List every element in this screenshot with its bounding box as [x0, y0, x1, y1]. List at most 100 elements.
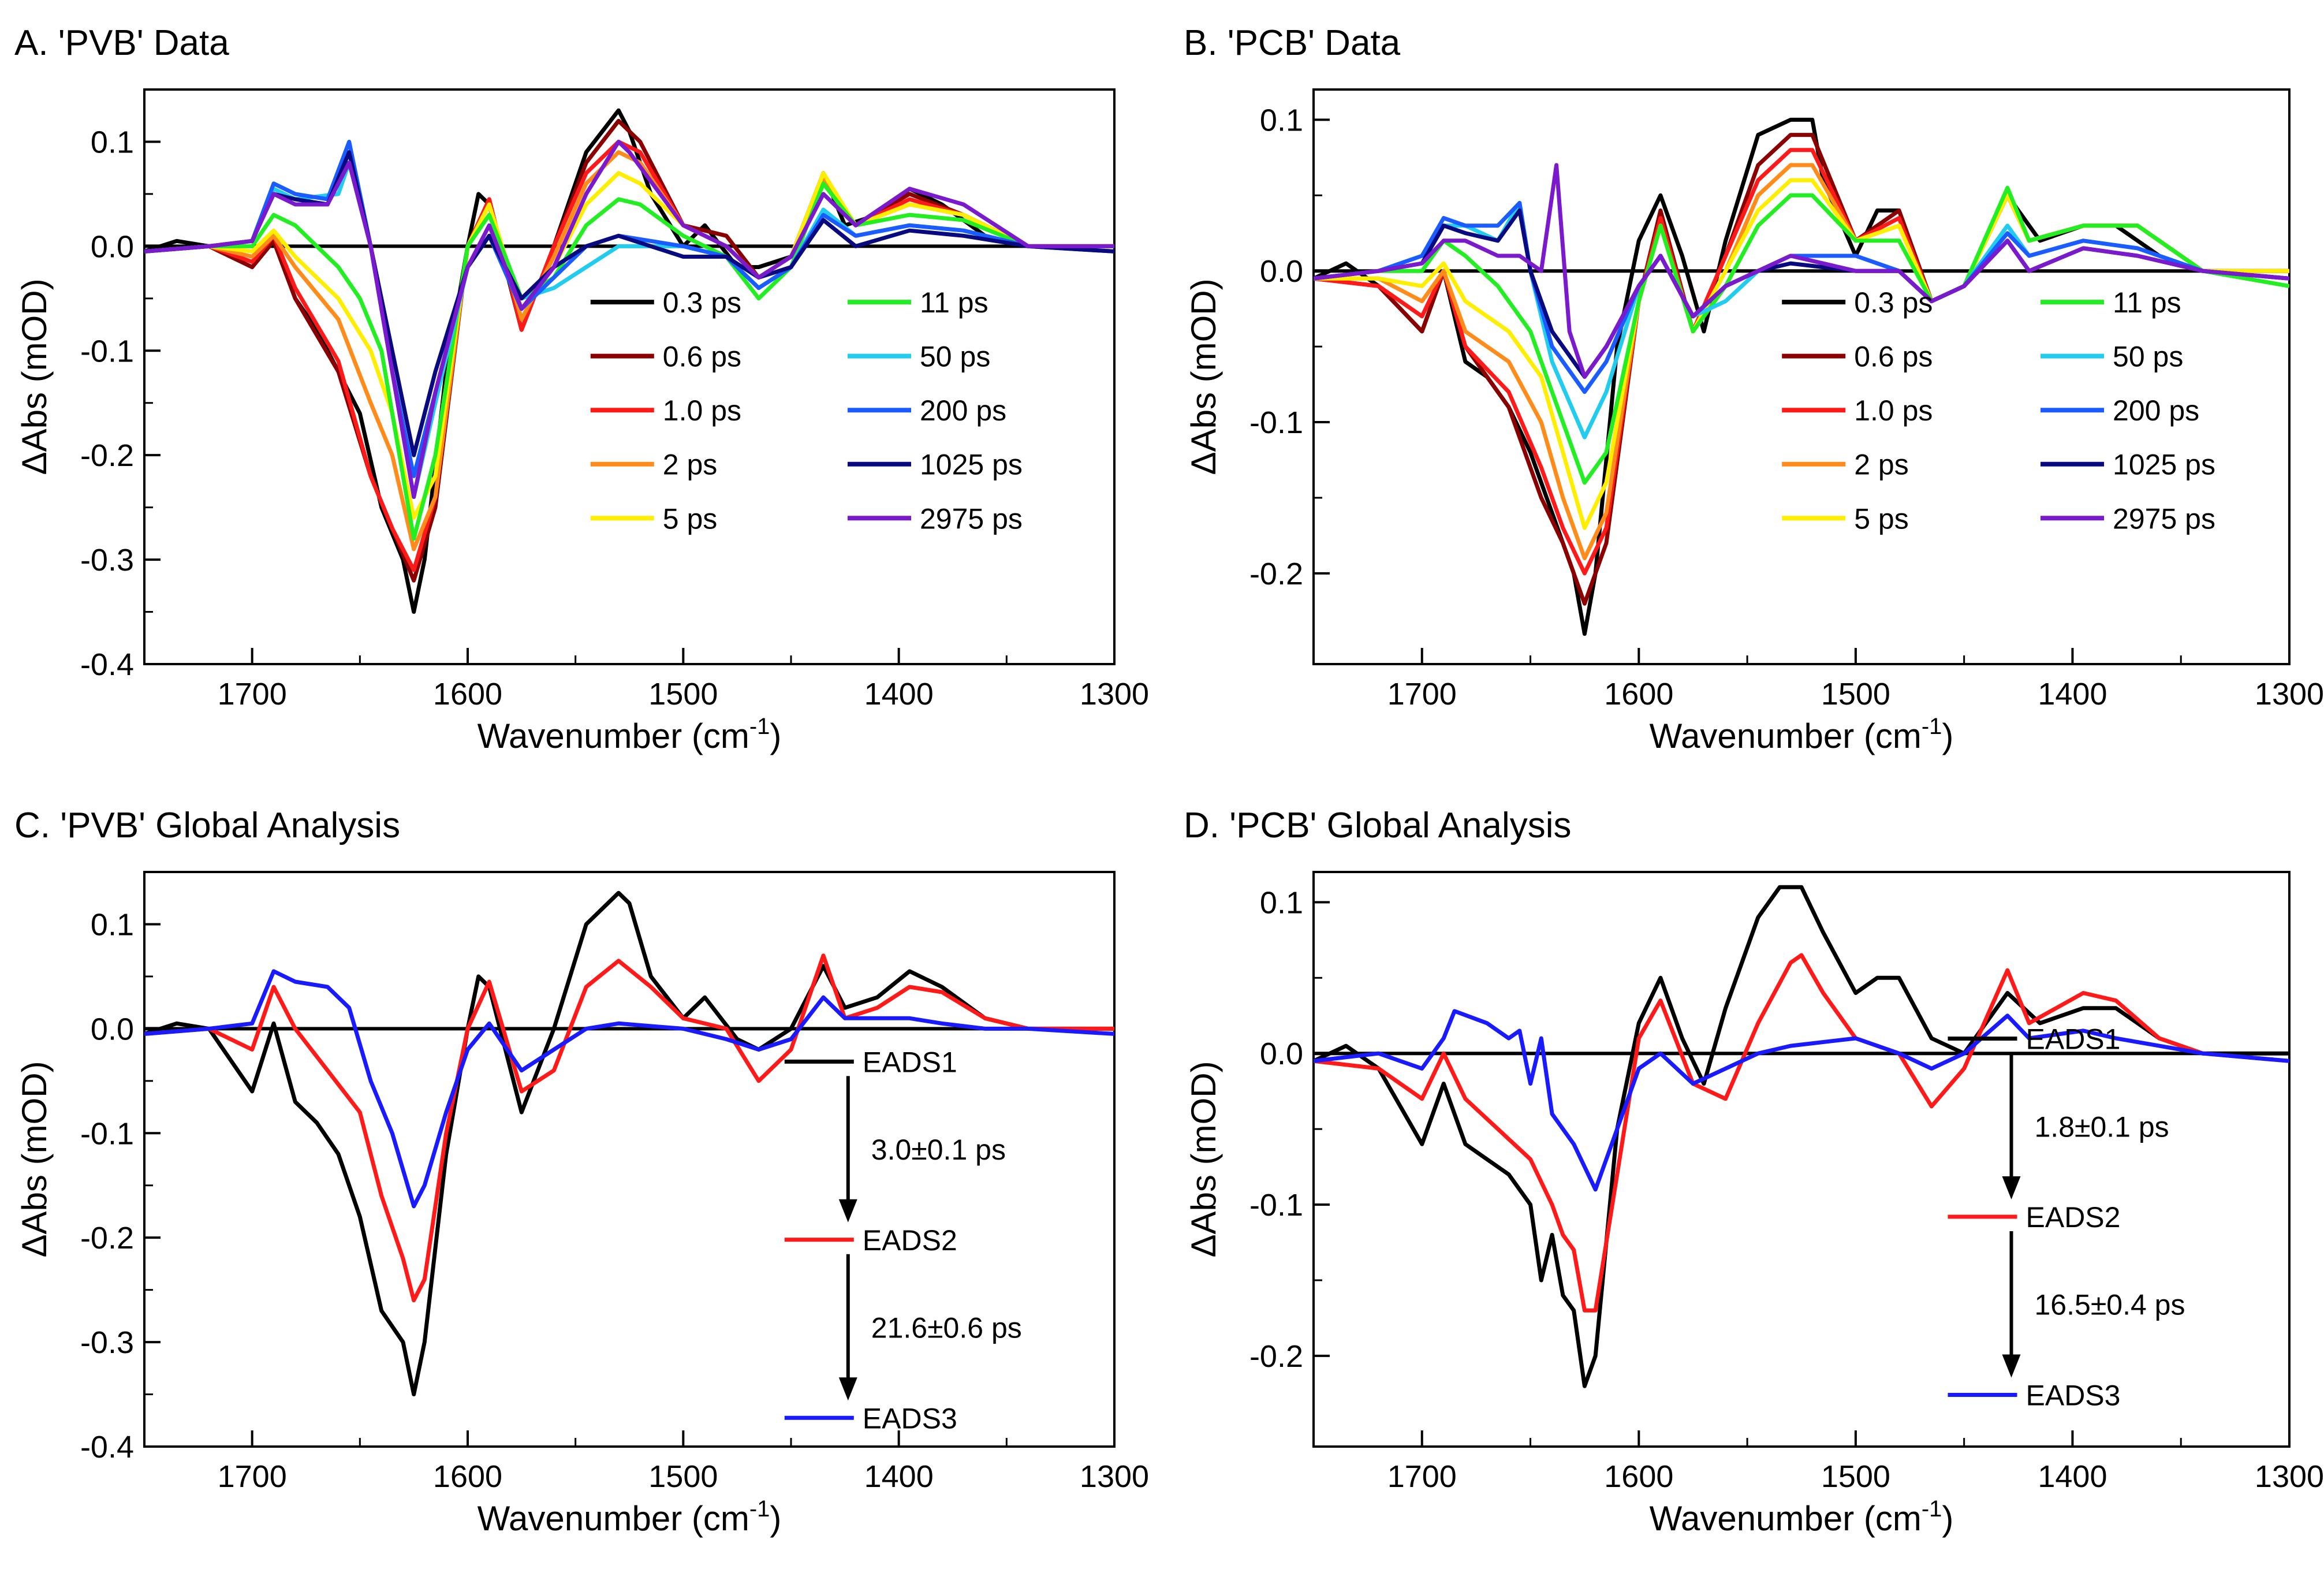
lifetime-annotation: 3.0±0.1 ps: [871, 1134, 1006, 1166]
series-line-EADS2: [144, 953, 1114, 1303]
x-axis-label: Wavenumber (cm-1): [1650, 714, 1954, 755]
legend: EADS1 3.0±0.1 ps EADS2 21.6±0.6 ps EADS3: [784, 1046, 1022, 1434]
legend-label: EADS3: [863, 1402, 957, 1434]
x-tick-label: 1600: [433, 677, 502, 711]
panel-title: B. 'PCB' Data: [1184, 23, 1401, 63]
x-tick-label: 1300: [2255, 677, 2324, 711]
y-axis-label: ΔAbs (mOD): [1184, 278, 1223, 475]
y-tick-label: 0.0: [91, 229, 134, 264]
x-tick-label: 1300: [1080, 677, 1149, 711]
x-axis-label: Wavenumber (cm-1): [1650, 1496, 1954, 1538]
x-tick-label: 1400: [2038, 677, 2107, 711]
y-tick-label: -0.2: [80, 438, 134, 473]
y-tick-label: -0.2: [80, 1221, 134, 1255]
y-tick-label: 0.1: [91, 125, 134, 159]
legend-label: 11 ps: [920, 286, 988, 319]
panel-title: C. 'PVB' Global Analysis: [14, 806, 400, 845]
legend-label: EADS2: [863, 1224, 957, 1257]
series-line-2975-ps: [144, 140, 1114, 499]
x-tick-label: 1400: [864, 1459, 934, 1494]
legend: 0.3 ps 0.6 ps 1.0 ps 2 ps 5 ps 11 ps 50 ps 200 …: [590, 286, 1023, 535]
series-line-EADS3: [144, 969, 1114, 1209]
panel-title: D. 'PCB' Global Analysis: [1184, 806, 1572, 845]
y-tick-label: -0.1: [1249, 405, 1303, 440]
legend-label: 1025 ps: [920, 449, 1023, 481]
x-tick-label: 1700: [1387, 677, 1457, 711]
y-axis-label: ΔAbs (mOD): [15, 1061, 54, 1257]
y-tick-label: 0.1: [1260, 885, 1303, 920]
legend-label: 5 ps: [1854, 502, 1909, 535]
arrow-head: [838, 1377, 857, 1401]
series-line-EADS1: [144, 890, 1114, 1396]
arrow-head: [838, 1199, 857, 1223]
legend-label: EADS1: [863, 1046, 957, 1078]
x-axis-label: Wavenumber (cm-1): [478, 1496, 782, 1538]
series-line-EADS3: [1314, 1009, 2289, 1192]
legend-label: 2 ps: [663, 449, 718, 481]
legend-label: 11 ps: [2113, 286, 2181, 319]
series-line-2975-ps: [1314, 163, 2289, 379]
x-tick-label: 1700: [218, 677, 287, 711]
x-tick-label: 1500: [648, 677, 718, 711]
legend-label: 50 ps: [2113, 341, 2183, 373]
legend-label: 200 ps: [2113, 394, 2199, 427]
legend-label: 2975 ps: [920, 502, 1023, 535]
legend-label: 0.3 ps: [663, 286, 741, 319]
y-tick-label: -0.1: [80, 334, 134, 368]
x-axis-label: Wavenumber (cm-1): [478, 714, 782, 755]
arrow-head: [2002, 1354, 2021, 1378]
plot-frame: [143, 88, 1116, 665]
series-line-EADS2: [1314, 953, 2289, 1313]
y-tick-label: -0.2: [1249, 1339, 1303, 1374]
chart-panel-1: A. 'PVB' Data 1700 1600 1500 1400 1300 -0.4 -0.…: [14, 23, 1149, 755]
legend: EADS1 1.8±0.1 ps EADS2 16.5±0.4 ps EADS3: [1948, 1023, 2185, 1411]
arrow-head: [2002, 1176, 2021, 1199]
chart-panel-3: C. 'PVB' Global Analysis 1700 1600 1500 1400…: [14, 806, 1149, 1538]
y-axis-label: ΔAbs (mOD): [15, 278, 54, 475]
panel-title: A. 'PVB' Data: [14, 23, 229, 63]
legend-label: 200 ps: [920, 394, 1006, 427]
y-tick-label: -0.3: [80, 543, 134, 577]
legend-label: EADS1: [2026, 1023, 2121, 1056]
y-axis-label: ΔAbs (mOD): [1184, 1061, 1223, 1257]
plot-frame: [1312, 88, 2291, 665]
legend-label: 0.6 ps: [663, 341, 741, 373]
x-tick-label: 1400: [2038, 1459, 2107, 1494]
series-line-50-ps: [144, 161, 1114, 499]
y-tick-label: 0.1: [91, 907, 134, 942]
y-tick-label: 0.0: [1260, 254, 1303, 289]
x-tick-label: 1700: [218, 1459, 287, 1494]
legend-label: 1025 ps: [2113, 449, 2215, 481]
x-tick-label: 1300: [1080, 1459, 1149, 1494]
x-tick-label: 1500: [1821, 677, 1890, 711]
legend-label: 1.0 ps: [663, 394, 741, 427]
legend-label: 0.6 ps: [1854, 341, 1933, 373]
y-tick-label: 0.0: [91, 1012, 134, 1046]
y-tick-label: 0.1: [1260, 103, 1303, 137]
legend-label: EADS3: [2026, 1379, 2121, 1411]
x-tick-label: 1600: [1604, 677, 1673, 711]
y-tick-label: -0.4: [80, 647, 134, 682]
series-line-1025-ps: [144, 150, 1114, 457]
chart-panel-2: B. 'PCB' Data 1700 1600 1500 1400 1300 -0.2 -0.…: [1184, 23, 2324, 755]
y-tick-label: -0.2: [1249, 557, 1303, 591]
x-tick-label: 1500: [648, 1459, 718, 1494]
legend-label: 2 ps: [1854, 449, 1909, 481]
y-tick-label: -0.4: [80, 1430, 134, 1464]
plot-frame: [143, 871, 1116, 1448]
x-tick-label: 1600: [1604, 1459, 1673, 1494]
legend-label: 5 ps: [663, 502, 718, 535]
x-tick-label: 1300: [2255, 1459, 2324, 1494]
legend-label: 0.3 ps: [1854, 286, 1933, 319]
chart-panel-4: D. 'PCB' Global Analysis 1700 1600 1500 1400…: [1184, 806, 2324, 1538]
y-tick-label: -0.3: [80, 1325, 134, 1360]
lifetime-annotation: 16.5±0.4 ps: [2035, 1289, 2185, 1321]
x-tick-label: 1500: [1821, 1459, 1890, 1494]
legend-label: EADS2: [2026, 1201, 2121, 1233]
legend-label: 50 ps: [920, 341, 990, 373]
y-tick-label: -0.1: [1249, 1188, 1303, 1223]
y-tick-label: -0.1: [80, 1116, 134, 1151]
lifetime-annotation: 1.8±0.1 ps: [2035, 1110, 2169, 1143]
y-tick-label: 0.0: [1260, 1037, 1303, 1071]
